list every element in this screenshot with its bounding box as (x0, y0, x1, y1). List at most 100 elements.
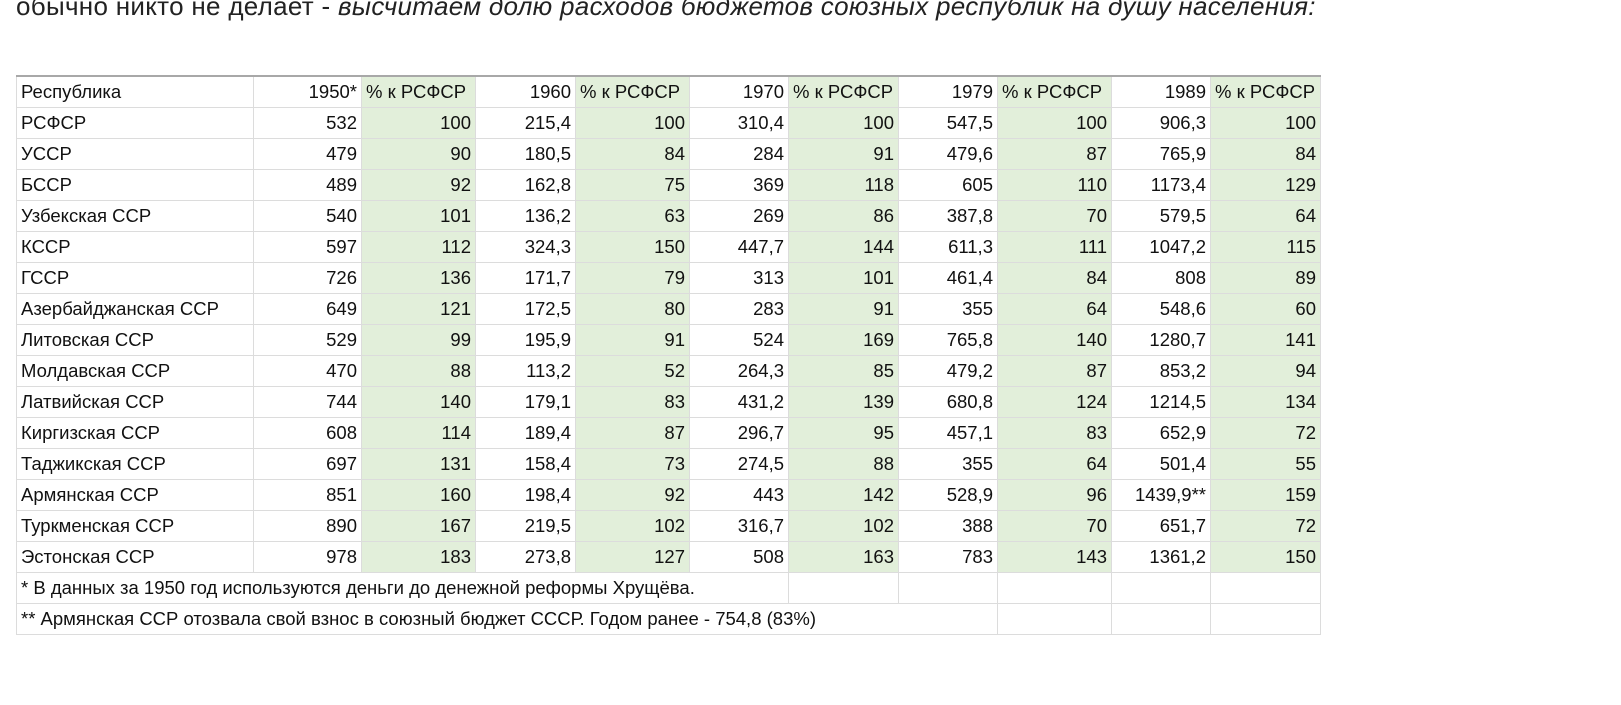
value-cell: 316,7 (689, 510, 789, 542)
value-cell: 101 (361, 200, 476, 232)
header-row: Республика 1950*% к РСФСР 1960% к РСФСР 197… (16, 75, 1321, 108)
value-cell: 162,8 (475, 169, 576, 201)
value-cell: 91 (788, 293, 899, 325)
header-cell: 1960 (475, 75, 576, 108)
value-cell: 113,2 (475, 355, 576, 387)
value-cell: 387,8 (898, 200, 998, 232)
data-row: Литовская ССР 529 99 195,9 91 524 169 765,8 140 1… (16, 324, 1321, 356)
value-cell: 284 (689, 138, 789, 170)
value-cell: 765,9 (1111, 138, 1211, 170)
row-label: ГССР (16, 262, 254, 294)
value-cell: 264,3 (689, 355, 789, 387)
header-cell: Республика (16, 75, 254, 108)
value-cell: 548,6 (1111, 293, 1211, 325)
header-cell: 1950* (253, 75, 362, 108)
value-cell: 64 (997, 293, 1112, 325)
value-cell: 64 (997, 448, 1112, 480)
value-cell: 87 (997, 138, 1112, 170)
value-cell: 697 (253, 448, 362, 480)
value-cell: 83 (575, 386, 690, 418)
value-cell: 167 (361, 510, 476, 542)
value-cell: 84 (997, 262, 1112, 294)
header-cell: 1979 (898, 75, 998, 108)
value-cell: 131 (361, 448, 476, 480)
header-cell: % к РСФСР (1210, 75, 1321, 108)
value-cell: 274,5 (689, 448, 789, 480)
value-cell: 88 (788, 448, 899, 480)
value-cell: 215,4 (475, 107, 576, 139)
value-cell: 72 (1210, 417, 1321, 449)
data-row: УССР 479 90 180,5 84 284 91 479,6 87 765,9 84 (16, 138, 1321, 170)
row-label: РСФСР (16, 107, 254, 139)
row-label: УССР (16, 138, 254, 170)
value-cell: 579,5 (1111, 200, 1211, 232)
value-cell: 63 (575, 200, 690, 232)
note-row: * В данных за 1950 год используются день… (16, 572, 1321, 604)
data-row: Киргизская ССР 608 114 189,4 87 296,7 95 457,1 8… (16, 417, 1321, 449)
value-cell: 1173,4 (1111, 169, 1211, 201)
row-label: БССР (16, 169, 254, 201)
value-cell: 100 (361, 107, 476, 139)
value-cell: 88 (361, 355, 476, 387)
value-cell: 447,7 (689, 231, 789, 263)
value-cell: 163 (788, 541, 899, 573)
value-cell: 195,9 (475, 324, 576, 356)
row-label: Киргизская ССР (16, 417, 254, 449)
value-cell: 183 (361, 541, 476, 573)
value-cell: 355 (898, 448, 998, 480)
value-cell: 680,8 (898, 386, 998, 418)
value-cell: 100 (788, 107, 899, 139)
value-cell: 890 (253, 510, 362, 542)
data-row: Армянская ССР 851 160 198,4 92 443 142 528,9 96 1… (16, 479, 1321, 511)
value-cell: 1047,2 (1111, 231, 1211, 263)
value-cell: 324,3 (475, 231, 576, 263)
value-cell: 470 (253, 355, 362, 387)
data-row: БССР 489 92 162,8 75 369 118 605 110 1173,4 129 (16, 169, 1321, 201)
value-cell: 95 (788, 417, 899, 449)
value-cell: 608 (253, 417, 362, 449)
value-cell: 92 (575, 479, 690, 511)
value-cell: 808 (1111, 262, 1211, 294)
value-cell: 87 (997, 355, 1112, 387)
value-cell: 110 (997, 169, 1112, 201)
value-cell: 1361,2 (1111, 541, 1211, 573)
header-cell: % к РСФСР (575, 75, 690, 108)
value-cell: 296,7 (689, 417, 789, 449)
value-cell: 479 (253, 138, 362, 170)
data-row: Туркменская ССР 890 167 219,5 102 316,7 102 388… (16, 510, 1321, 542)
value-cell: 652,9 (1111, 417, 1211, 449)
value-cell: 140 (361, 386, 476, 418)
value-cell: 101 (788, 262, 899, 294)
value-cell: 457,1 (898, 417, 998, 449)
value-cell: 172,5 (475, 293, 576, 325)
value-cell: 851 (253, 479, 362, 511)
intro-italic: высчитаем долю расходов бюджетов союзных… (338, 0, 1316, 21)
value-cell: 508 (689, 541, 789, 573)
data-row: Таджикская ССР 697 131 158,4 73 274,5 88 355 64 5… (16, 448, 1321, 480)
value-cell: 79 (575, 262, 690, 294)
row-label: Молдавская ССР (16, 355, 254, 387)
value-cell: 906,3 (1111, 107, 1211, 139)
value-cell: 532 (253, 107, 362, 139)
value-cell: 129 (1210, 169, 1321, 201)
value-cell: 765,8 (898, 324, 998, 356)
value-cell: 171,7 (475, 262, 576, 294)
value-cell: 73 (575, 448, 690, 480)
value-cell: 355 (898, 293, 998, 325)
value-cell: 64 (1210, 200, 1321, 232)
empty-cell (997, 572, 1112, 604)
value-cell: 524 (689, 324, 789, 356)
value-cell: 141 (1210, 324, 1321, 356)
value-cell: 75 (575, 169, 690, 201)
value-cell: 127 (575, 541, 690, 573)
value-cell: 91 (788, 138, 899, 170)
budget-table: Республика 1950*% к РСФСР 1960% к РСФСР 197… (16, 75, 1321, 635)
value-cell: 136 (361, 262, 476, 294)
value-cell: 651,7 (1111, 510, 1211, 542)
value-cell: 219,5 (475, 510, 576, 542)
value-cell: 124 (997, 386, 1112, 418)
empty-cell (1210, 572, 1321, 604)
data-row: Азербайджанская ССР 649 121 172,5 80 283 91 355… (16, 293, 1321, 325)
value-cell: 92 (361, 169, 476, 201)
